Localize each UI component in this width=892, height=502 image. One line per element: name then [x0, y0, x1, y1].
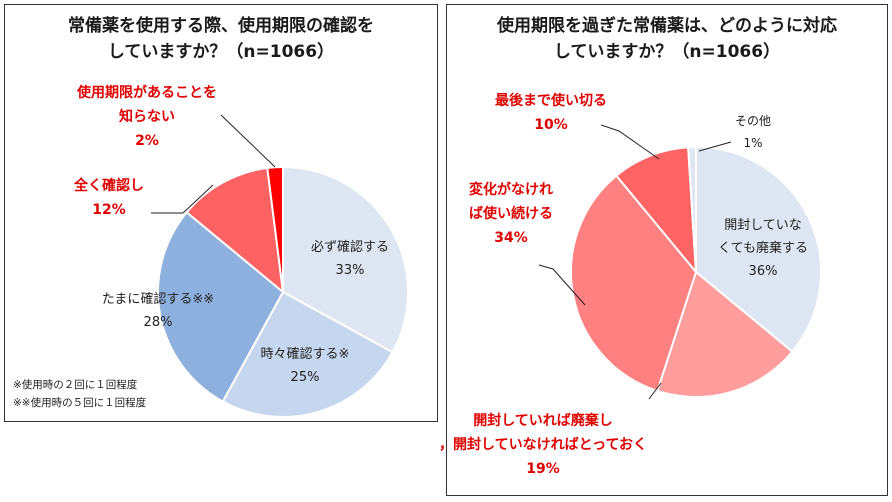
chart-title-right-line2: していますか？（n=1066）	[553, 42, 781, 62]
slice-label-text-1: 開封していれば廃棄し	[473, 412, 613, 429]
slice-label-text-0: 開封していな	[724, 218, 802, 233]
pie-slice-3	[185, 166, 285, 295]
slice-label-4: 使用期限があることを知らない 2%	[76, 84, 217, 149]
pie-slice-3	[614, 146, 698, 276]
slice-label-text-3: 全く確認し	[73, 177, 144, 194]
chart-title-left-line1: 常備薬を使用する際、使用期限の確認を	[68, 16, 374, 36]
leader-line-3	[600, 124, 660, 160]
slice-value-1: 19%	[526, 461, 560, 477]
slice-label-text-2: 変化がなけれ	[469, 181, 553, 198]
pie-slice-0	[282, 165, 409, 354]
chart-panel-right: 使用期限を過ぎた常備薬は、どのように対応 していますか？（n=1066） 開封し…	[439, 4, 888, 496]
slice-value-1: 25%	[291, 370, 320, 385]
leader-line-1	[648, 382, 662, 400]
slice-label-0: 開封していなくても廃棄する 36%	[718, 218, 808, 279]
slice-value-2: 28%	[144, 315, 173, 330]
slice-label-text-0: 必ず確認する	[311, 239, 389, 255]
slice-label-1: 時々確認する※ 25%	[261, 346, 350, 385]
pie-slice-0	[695, 145, 822, 354]
pie-slice-4	[687, 145, 697, 273]
chart-title-right: 使用期限を過ぎた常備薬は、どのように対応 していますか？（n=1066）	[447, 13, 887, 65]
pie-slice-2	[570, 174, 698, 393]
slice-label-text-1: ，開封していなければとっておく	[439, 436, 647, 453]
pie-slice-1	[656, 270, 794, 398]
leader-line-4	[698, 141, 732, 152]
chart-panel-left: 常備薬を使用する際、使用期限の確認を していますか？（n=1066） 必ず確認す…	[4, 4, 438, 422]
chart-title-left-line2: していますか？（n=1066）	[107, 42, 335, 62]
pie-chart-left: 必ず確認する 33% 時々確認する※ 25% たまに確認する※※ 28% 全く確認し 12% 使…	[73, 84, 409, 418]
slice-label-text-0: くても廃棄する	[718, 240, 808, 256]
slice-label-0: 必ず確認する 33%	[311, 239, 389, 278]
slice-label-4: その他 1%	[735, 114, 771, 150]
slice-label-text-2: ば使い続ける	[469, 205, 553, 222]
slice-label-3: 全く確認し 12%	[73, 177, 144, 218]
slice-label-2: 変化がなければ使い続ける 34%	[469, 181, 553, 246]
slice-label-1: 開封していれば廃棄し ，開封していなければとっておく 19%	[439, 412, 647, 477]
chart-title-right-line1: 使用期限を過ぎた常備薬は、どのように対応	[497, 16, 837, 36]
slice-label-text-1: 時々確認する※	[261, 346, 350, 362]
slice-value-0: 33%	[336, 263, 365, 278]
slice-value-2: 34%	[494, 230, 528, 246]
footnote-2: ※※使用時の５回に１回程度	[13, 397, 147, 409]
pie-slice-4	[266, 165, 284, 293]
leader-line-4	[220, 114, 276, 168]
slice-label-text-4: 使用期限があることを	[76, 84, 217, 101]
slice-value-4: 1%	[743, 136, 762, 150]
pie-slice-2	[157, 210, 285, 403]
slice-label-text-3: 最後まで使い切る	[495, 92, 607, 109]
chart-title-left: 常備薬を使用する際、使用期限の確認を していますか？（n=1066）	[5, 13, 437, 65]
slice-value-3: 10%	[534, 117, 568, 133]
slice-label-3: 最後まで使い切る 10%	[495, 92, 607, 133]
footnote-1: ※使用時の２回に１回程度	[13, 379, 138, 391]
pie-slice-1	[221, 290, 394, 418]
slice-value-4: 2%	[135, 133, 159, 149]
slice-label-text-4: その他	[735, 114, 771, 128]
slice-label-text-2: たまに確認する※※	[102, 291, 214, 307]
leader-line-2	[538, 264, 586, 306]
slice-label-text-4: 知らない	[119, 108, 175, 125]
leader-line-3	[151, 184, 214, 214]
slice-value-0: 36%	[749, 264, 778, 279]
slice-value-3: 12%	[92, 202, 126, 218]
slice-label-2: たまに確認する※※ 28%	[102, 291, 214, 330]
pie-chart-right: 開封していなくても廃棄する 36% 開封していれば廃棄し ，開封していなければとってお…	[439, 92, 822, 477]
